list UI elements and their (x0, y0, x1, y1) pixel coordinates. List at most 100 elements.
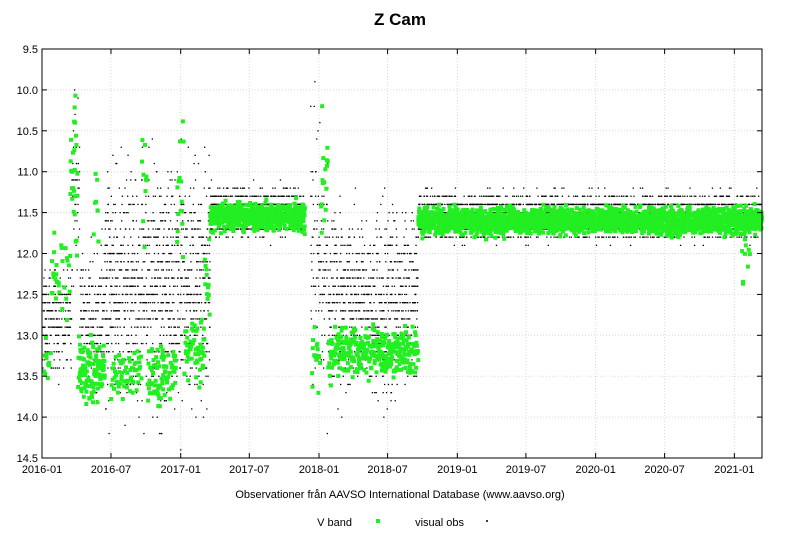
visual-obs-point (375, 293, 377, 296)
visual-obs-point (218, 236, 220, 238)
visual-obs-point (53, 351, 55, 353)
visual-obs-point (114, 310, 117, 312)
visual-obs-point (327, 310, 330, 312)
visual-obs-point (385, 244, 387, 246)
visual-obs-point (78, 146, 81, 148)
visual-obs-point (161, 220, 163, 222)
visual-obs-point (96, 326, 98, 328)
visual-obs-point (67, 277, 70, 279)
visual-obs-point (414, 285, 416, 287)
visual-obs-point (164, 220, 166, 222)
visual-obs-point (177, 228, 179, 230)
visual-obs-point (154, 236, 156, 238)
visual-obs-point (71, 318, 73, 320)
visual-obs-point (166, 310, 169, 312)
visual-obs-point (365, 269, 368, 271)
visual-obs-point (64, 293, 66, 296)
visual-obs-point (470, 236, 472, 238)
visual-obs-point (155, 236, 158, 238)
visual-obs-point (65, 293, 67, 296)
visual-obs-point (379, 261, 381, 263)
visual-obs-point (94, 334, 96, 336)
visual-obs-point (74, 179, 76, 181)
visual-obs-point (494, 212, 496, 214)
visual-obs-point (72, 130, 75, 132)
visual-obs-point (370, 310, 372, 312)
visual-obs-point (384, 326, 386, 328)
visual-obs-point (404, 220, 406, 222)
visual-obs-point (49, 310, 51, 312)
visual-obs-point (139, 228, 141, 230)
visual-obs-point (343, 285, 346, 287)
visual-obs-point (314, 293, 316, 296)
visual-obs-point (102, 318, 104, 320)
visual-obs-point (58, 310, 60, 312)
visual-obs-point (337, 408, 339, 410)
visual-obs-point (112, 326, 114, 328)
visual-obs-point (344, 302, 346, 304)
visual-obs-point (80, 318, 82, 320)
visual-obs-point (42, 326, 45, 328)
visual-obs-point (126, 334, 128, 336)
visual-obs-point (216, 203, 219, 206)
visual-obs-point (86, 302, 88, 304)
visual-obs-point (464, 203, 466, 206)
visual-obs-point (351, 269, 354, 271)
visual-obs-point (119, 228, 122, 230)
visual-obs-point (399, 326, 401, 328)
visual-obs-point (67, 310, 70, 312)
visual-obs-point (427, 236, 430, 238)
visual-obs-point (393, 261, 396, 263)
visual-obs-point (108, 400, 110, 402)
visual-obs-point (398, 310, 400, 312)
visual-obs-point (429, 195, 432, 197)
visual-obs-point (196, 261, 198, 263)
visual-obs-point (388, 277, 390, 279)
visual-obs-point (91, 310, 93, 312)
visual-obs-point (525, 195, 527, 197)
visual-obs-point (61, 351, 63, 353)
visual-obs-point (130, 326, 133, 328)
visual-obs-point (152, 342, 154, 345)
visual-obs-point (122, 293, 124, 296)
visual-obs-point (101, 277, 103, 279)
visual-obs-point (338, 326, 340, 328)
visual-obs-point (117, 310, 119, 312)
visual-obs-point (326, 244, 328, 246)
visual-obs-point (396, 261, 398, 263)
visual-obs-point (321, 310, 323, 312)
visual-obs-point (350, 285, 352, 287)
visual-obs-point (75, 179, 78, 181)
visual-obs-point (106, 310, 108, 312)
visual-obs-point (88, 285, 91, 287)
visual-obs-point (384, 383, 386, 386)
visual-obs-point (102, 277, 105, 279)
visual-obs-point (47, 351, 49, 353)
visual-obs-point (174, 334, 177, 336)
visual-obs-point (248, 187, 250, 189)
visual-obs-point (160, 432, 162, 435)
visual-obs-point (107, 203, 109, 206)
visual-obs-point (193, 334, 195, 336)
visual-obs-point (323, 252, 325, 255)
visual-obs-point (143, 293, 145, 296)
visual-obs-point (328, 285, 330, 287)
visual-obs-point (166, 261, 168, 263)
visual-obs-point (329, 310, 331, 312)
visual-obs-point (237, 195, 239, 197)
visual-obs-point (411, 228, 413, 230)
visual-obs-point (496, 203, 498, 206)
visual-obs-point (542, 195, 544, 197)
visual-obs-point (42, 367, 44, 369)
visual-obs-point (194, 212, 196, 214)
visual-obs-point (199, 277, 201, 279)
visual-obs-point (346, 277, 348, 279)
visual-obs-point (95, 302, 97, 304)
visual-obs-point (459, 236, 461, 238)
visual-obs-point (47, 293, 49, 296)
visual-obs-point (342, 244, 344, 246)
visual-obs-point (118, 293, 120, 296)
visual-obs-point (103, 310, 105, 312)
visual-obs-point (108, 432, 110, 435)
visual-obs-point (162, 244, 164, 246)
